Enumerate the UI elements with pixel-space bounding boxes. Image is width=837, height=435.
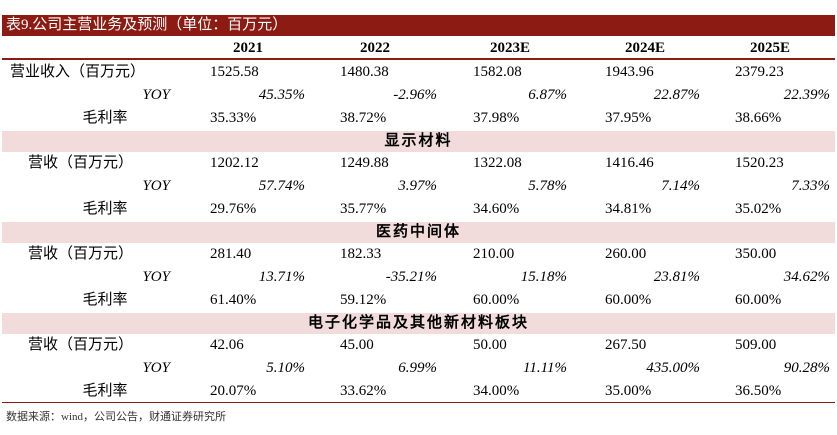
section-title: 显示材料 — [384, 133, 453, 149]
cell-value: 34.62% — [783, 269, 830, 285]
cell-value: 60.00% — [605, 292, 652, 308]
row-label: 毛利率 — [82, 292, 128, 308]
cell-value: 36.50% — [735, 383, 782, 399]
cell-value: 7.33% — [791, 178, 830, 194]
cell-value: 3.97% — [398, 178, 437, 194]
cell-value: 1520.23 — [735, 155, 784, 171]
cell-value: 61.40% — [210, 292, 257, 308]
section-band — [2, 222, 835, 243]
cell-value: 42.06 — [210, 337, 244, 353]
cell-value: 6.99% — [398, 360, 437, 376]
cell-value: 5.10% — [266, 360, 305, 376]
title-bar — [2, 15, 835, 36]
cell-value: 5.78% — [528, 178, 567, 194]
column-header: 2024E — [624, 40, 665, 56]
cell-value: 1416.46 — [605, 155, 654, 171]
header-rule — [2, 58, 835, 60]
cell-value: 1525.58 — [210, 64, 259, 80]
cell-value: 29.76% — [210, 201, 257, 217]
cell-value: 50.00 — [473, 337, 507, 353]
cell-value: 45.00 — [340, 337, 374, 353]
cell-value: 15.18% — [520, 269, 567, 285]
row-label: YOY — [142, 360, 170, 376]
row-label: 毛利率 — [82, 383, 128, 399]
cell-value: 1322.08 — [473, 155, 522, 171]
row-label: YOY — [142, 87, 170, 103]
cell-value: 11.11% — [522, 360, 567, 376]
cell-value: 37.95% — [605, 110, 652, 126]
column-header: 2022 — [360, 40, 390, 56]
row-label: 营收（百万元） — [28, 246, 134, 262]
cell-value: 59.12% — [340, 292, 387, 308]
section-band — [2, 131, 835, 152]
table-title: 表9.公司主营业务及预测（单位：百万元） — [6, 17, 288, 33]
section-title: 电子化学品及其他新材料板块 — [307, 315, 529, 331]
cell-value: 1480.38 — [340, 64, 389, 80]
cell-value: 23.81% — [653, 269, 700, 285]
column-header: 2025E — [749, 40, 790, 56]
column-header: 2023E — [489, 40, 530, 56]
cell-value: 20.07% — [210, 383, 257, 399]
section-title: 医药中间体 — [375, 224, 461, 240]
cell-value: 350.00 — [735, 246, 777, 262]
cell-value: 182.33 — [340, 246, 382, 262]
cell-value: -2.96% — [393, 87, 437, 103]
cell-value: 45.35% — [258, 87, 305, 103]
cell-value: 33.62% — [340, 383, 387, 399]
cell-value: 34.81% — [605, 201, 652, 217]
row-label: 营业收入（百万元） — [10, 64, 146, 80]
row-label: YOY — [142, 178, 170, 194]
cell-value: 2379.23 — [735, 64, 784, 80]
cell-value: 1249.88 — [340, 155, 389, 171]
cell-value: 35.33% — [210, 110, 257, 126]
row-label: 毛利率 — [82, 201, 128, 217]
cell-value: 35.77% — [340, 201, 387, 217]
cell-value: 210.00 — [473, 246, 515, 262]
cell-value: 57.74% — [258, 178, 305, 194]
cell-value: 35.00% — [605, 383, 652, 399]
cell-value: 38.66% — [735, 110, 782, 126]
cell-value: 1582.08 — [473, 64, 522, 80]
cell-value: 6.87% — [528, 87, 567, 103]
cell-value: 509.00 — [735, 337, 777, 353]
cell-value: 1943.96 — [605, 64, 654, 80]
row-label: 毛利率 — [82, 110, 128, 126]
row-label: 营收（百万元） — [28, 155, 134, 171]
row-label: 营收（百万元） — [28, 337, 134, 353]
cell-value: 7.14% — [661, 178, 700, 194]
cell-value: 13.71% — [258, 269, 305, 285]
cell-value: -35.21% — [385, 269, 437, 285]
cell-value: 260.00 — [605, 246, 647, 262]
cell-value: 60.00% — [473, 292, 520, 308]
cell-value: 267.50 — [605, 337, 647, 353]
bottom-rule — [2, 402, 835, 403]
cell-value: 281.40 — [210, 246, 252, 262]
cell-value: 34.00% — [473, 383, 520, 399]
cell-value: 34.60% — [473, 201, 520, 217]
column-header: 2021 — [233, 40, 263, 56]
footnote: 数据来源：wind，公司公告，财通证券研究所 — [6, 411, 226, 423]
cell-value: 22.39% — [783, 87, 830, 103]
cell-value: 22.87% — [653, 87, 700, 103]
section-band — [2, 313, 835, 334]
cell-value: 60.00% — [735, 292, 782, 308]
cell-value: 35.02% — [735, 201, 782, 217]
cell-value: 90.28% — [783, 360, 830, 376]
cell-value: 435.00% — [646, 360, 700, 376]
cell-value: 37.98% — [473, 110, 520, 126]
cell-value: 1202.12 — [210, 155, 259, 171]
row-label: YOY — [142, 269, 170, 285]
cell-value: 38.72% — [340, 110, 387, 126]
